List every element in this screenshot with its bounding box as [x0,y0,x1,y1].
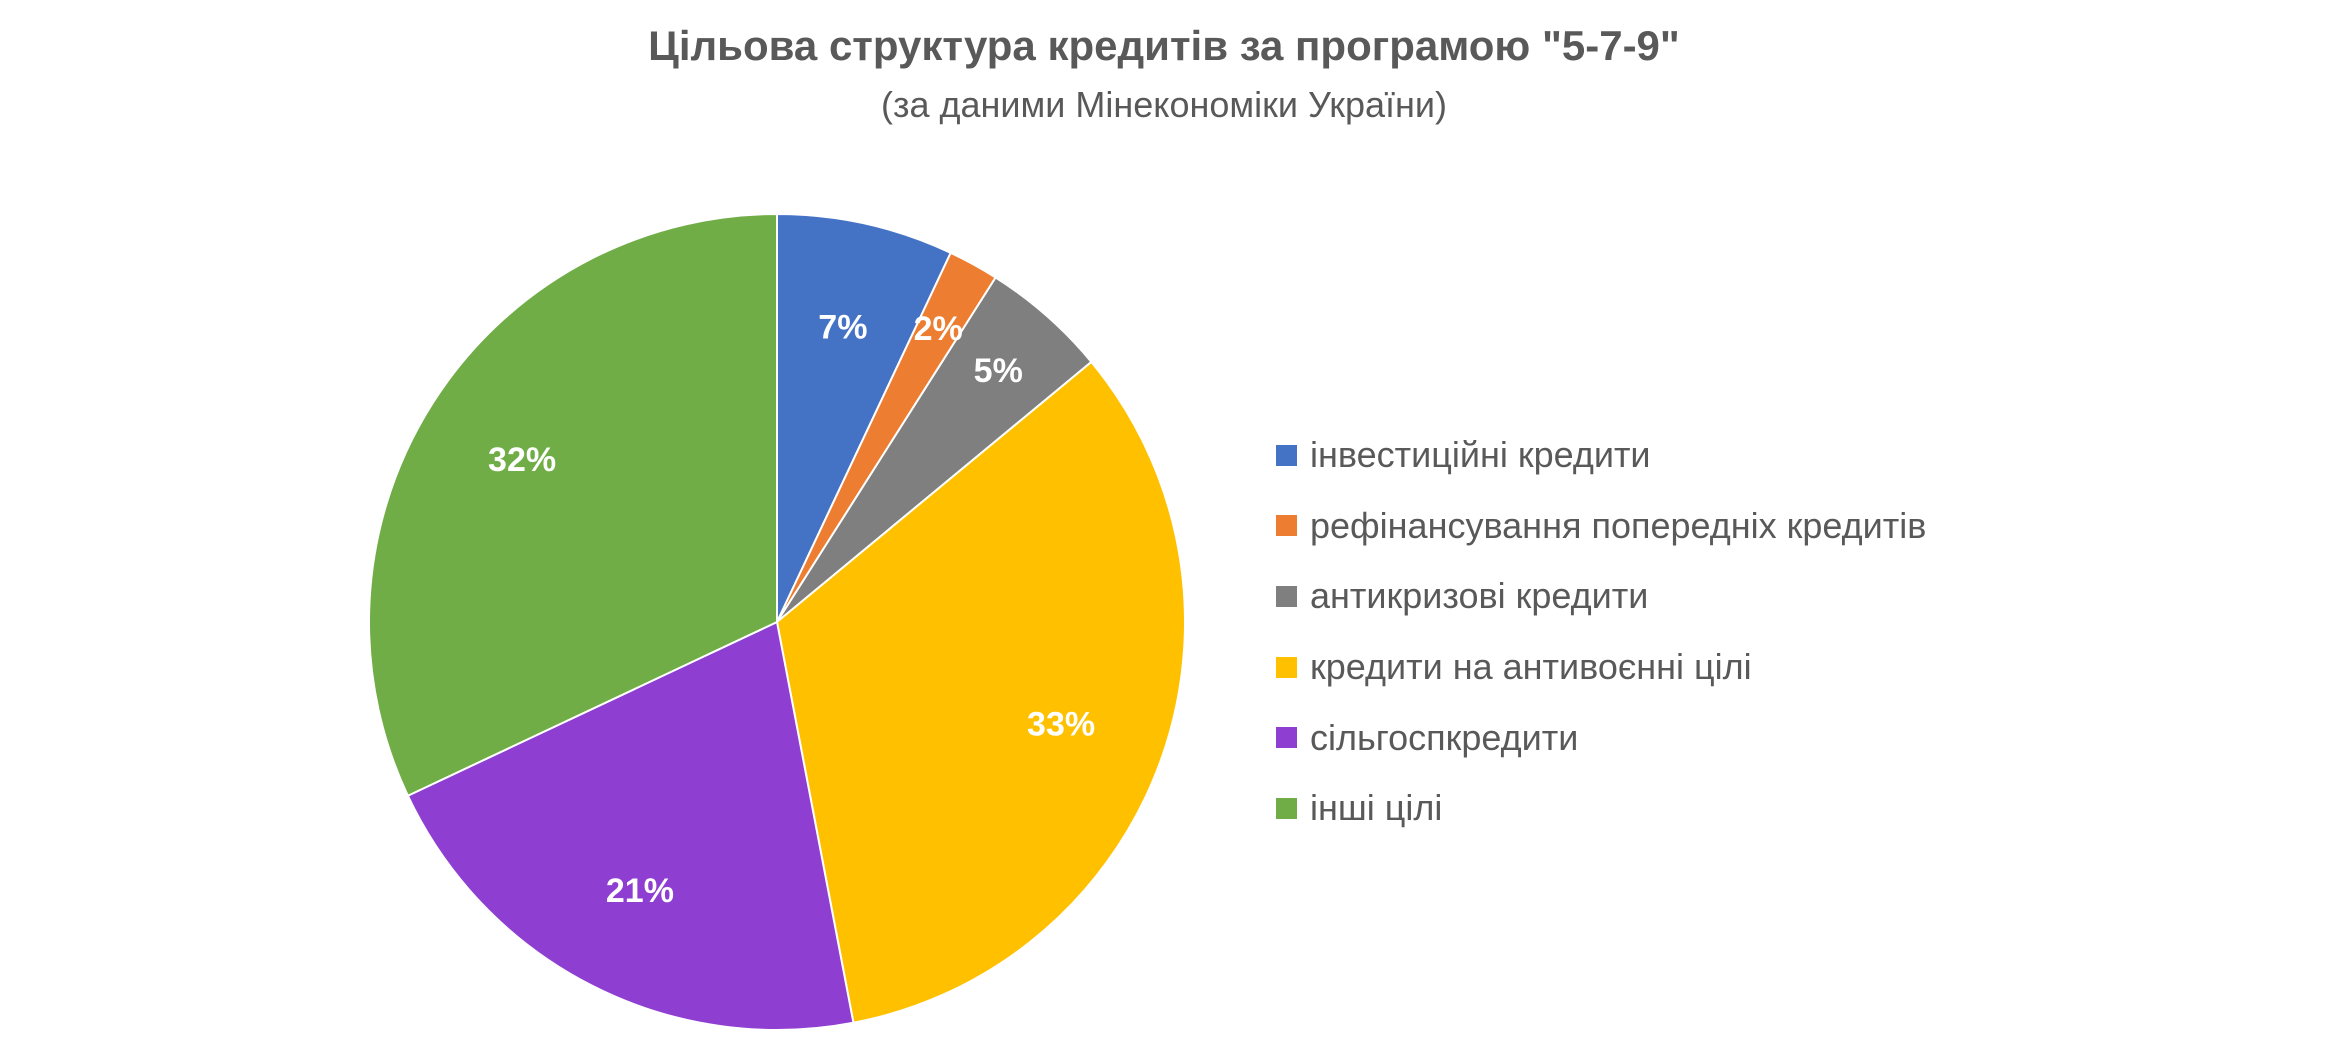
legend-label: рефінансування попередніх кредитів [1310,504,1927,546]
pie-data-label-3: 5% [974,352,1023,390]
legend-label: кредити на антивоєнні цілі [1310,646,1752,688]
legend-swatch [1276,515,1297,537]
legend-swatch [1276,656,1297,678]
chart-subtitle: (за даними Мінекономіки України) [881,84,1447,125]
pie-slice-6 [368,212,778,798]
legend: інвестиційні кредити рефінансування попер… [1276,420,1926,844]
legend-item: кредити на антивоєнні цілі [1276,632,1926,703]
legend-item: антикризові кредити [1276,561,1926,632]
legend-item: сільгоспкредити [1276,702,1926,773]
pie-slice-4 [775,360,1186,1024]
pie-data-label-4: 33% [1027,705,1095,743]
pie-data-label-6: 32% [488,441,556,479]
pie-data-label-1: 7% [818,308,867,346]
legend-label: інші цілі [1310,787,1443,829]
pie-slice-5 [406,620,855,1031]
legend-swatch [1276,585,1297,607]
pie-slice-1 [776,212,953,623]
pie-data-label-2: 2% [914,310,963,348]
legend-label: сільгоспкредити [1310,716,1579,758]
legend-swatch [1276,727,1297,749]
legend-label: антикризові кредити [1310,575,1649,617]
pie-data-label-5: 21% [606,872,674,910]
legend-swatch [1276,797,1297,819]
pie-slices [368,212,1186,1031]
legend-item: рефінансування попередніх кредитів [1276,491,1926,562]
pie-data-labels: 7% 2% 5% 33% 21% 32% [488,308,1095,910]
legend-item: інші цілі [1276,773,1926,844]
legend-label: інвестиційні кредити [1310,434,1651,476]
chart-title: Цільова структура кредитів за програмою … [648,22,1680,69]
legend-item: інвестиційні кредити [1276,420,1926,491]
legend-swatch [1276,444,1297,466]
